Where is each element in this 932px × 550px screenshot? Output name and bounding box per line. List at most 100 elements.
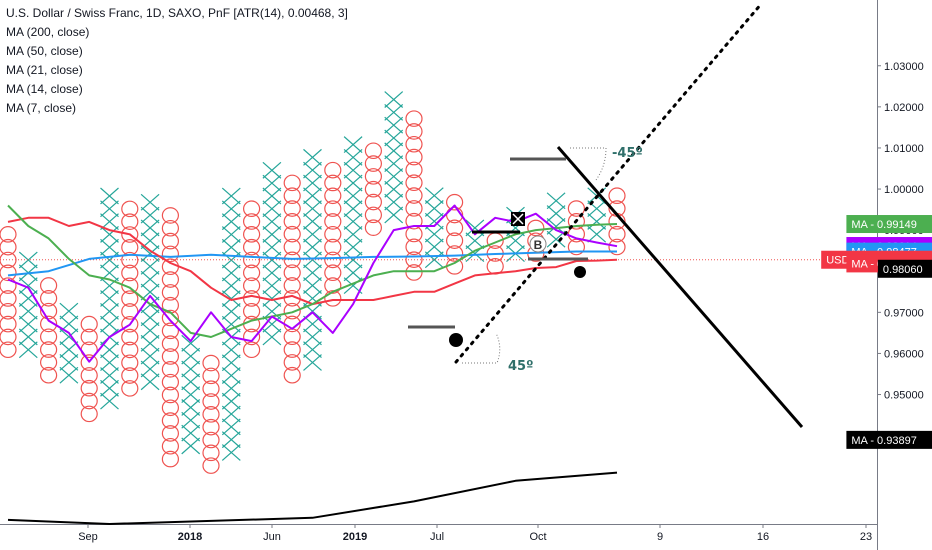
x-box [384, 116, 404, 134]
o-box [121, 315, 139, 333]
o-box [405, 174, 423, 192]
o-box [202, 418, 220, 436]
o-box [405, 264, 423, 281]
x-box [140, 373, 160, 391]
o-box [161, 348, 179, 365]
x-box [18, 315, 38, 333]
o-box [202, 444, 220, 462]
o-box [243, 264, 261, 282]
o-box [243, 328, 261, 346]
x-box [424, 187, 444, 205]
x-box [465, 232, 485, 250]
x-box [343, 200, 363, 218]
x-box [140, 309, 160, 327]
x-box [140, 334, 160, 352]
x-box [343, 264, 363, 282]
x-box [343, 187, 363, 205]
x-box [18, 302, 38, 320]
x-box [100, 200, 119, 218]
legend-ma-14[interactable]: MA (14, close) [6, 82, 83, 96]
o-box [364, 193, 382, 211]
x-box [303, 200, 322, 218]
legend-ma-7[interactable]: MA (7, close) [6, 101, 77, 115]
o-box [405, 148, 423, 166]
o-box [0, 315, 17, 333]
x-box [262, 200, 282, 218]
o-box [243, 226, 261, 243]
x-box [140, 360, 160, 378]
x-box [343, 149, 363, 166]
o-box [161, 361, 179, 378]
x-box [221, 431, 241, 449]
o-box [202, 406, 220, 423]
o-column [364, 142, 382, 236]
x-box [384, 103, 404, 121]
dotted-trendline [454, 1, 764, 364]
x-box [59, 302, 79, 320]
x-box [221, 303, 241, 320]
x-box [18, 251, 38, 269]
y-tick-label: 1.00000 [884, 184, 924, 196]
o-box [0, 290, 17, 307]
x-box [181, 411, 201, 429]
solid-trendline [556, 146, 804, 428]
x-box [100, 302, 119, 320]
x-column [303, 148, 322, 371]
x-box [100, 354, 119, 372]
x-box [262, 264, 282, 282]
plot-area [0, 0, 877, 524]
o-box [80, 354, 98, 371]
x-box [18, 328, 38, 346]
o-box [608, 187, 626, 205]
x-tick-label: Jun [263, 531, 281, 543]
o-box [39, 315, 58, 333]
x-box [343, 251, 363, 269]
x-box [181, 347, 201, 365]
legend-ma-200[interactable]: MA (200, close) [6, 25, 90, 39]
o-box [405, 110, 423, 127]
x-box [181, 334, 201, 352]
o-box [161, 309, 179, 327]
x-box [262, 315, 282, 333]
legend-ma-50[interactable]: MA (50, close) [6, 44, 83, 58]
o-box [202, 380, 220, 397]
o-box [243, 302, 261, 320]
o-box [0, 341, 17, 359]
o-box [283, 341, 301, 358]
o-box [39, 354, 58, 371]
o-box [283, 200, 301, 217]
ma-line-200 [7, 471, 618, 525]
x-box [221, 418, 241, 436]
o-box [324, 187, 342, 205]
o-box [446, 193, 464, 211]
o-box [161, 245, 179, 263]
o-box [324, 277, 342, 294]
x-box [100, 392, 119, 410]
legend-ma-21[interactable]: MA (21, close) [6, 63, 83, 77]
o-box [324, 264, 342, 282]
o-box [283, 213, 301, 230]
x-box [303, 277, 322, 294]
x-box [384, 142, 404, 160]
x-box [140, 322, 160, 339]
o-box [324, 200, 342, 217]
o-box [39, 289, 58, 307]
x-box [221, 367, 241, 384]
o-box [283, 354, 301, 371]
x-box [303, 187, 322, 205]
x-box [262, 251, 282, 269]
bottom-marker-dot [449, 333, 463, 347]
x-box [384, 91, 404, 108]
x-box [59, 354, 79, 371]
x-column [465, 219, 485, 262]
x-box [221, 277, 241, 295]
x-box [587, 213, 607, 230]
x-column [384, 91, 404, 224]
o-box [161, 450, 179, 468]
o-box [39, 277, 58, 294]
x-box [181, 373, 201, 391]
x-box [18, 277, 38, 295]
x-box [384, 206, 404, 224]
angle-label-up: 45º [508, 359, 533, 374]
